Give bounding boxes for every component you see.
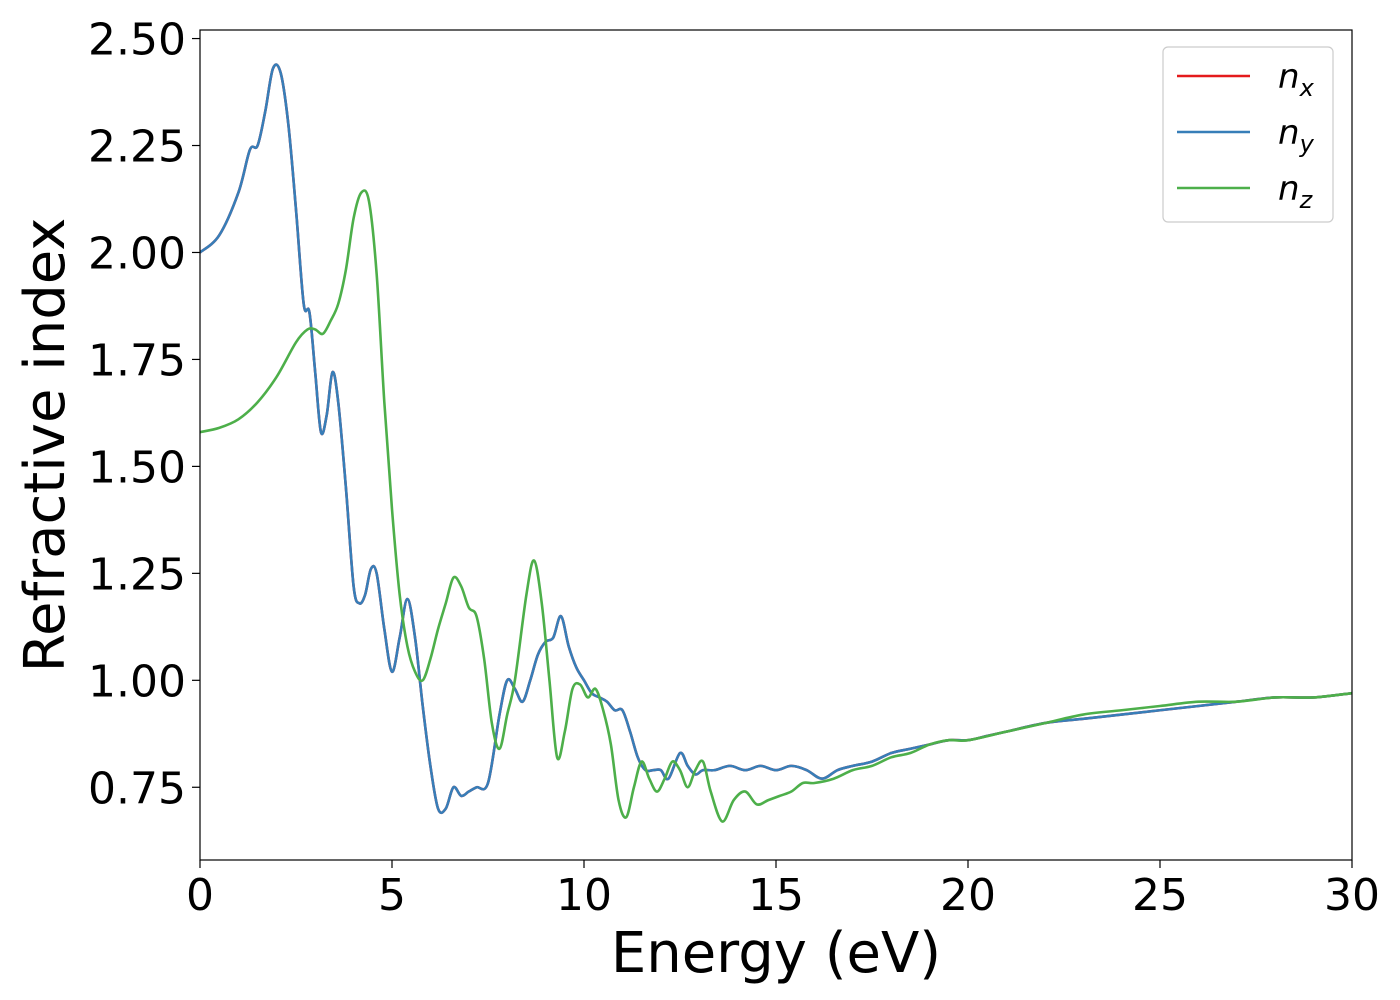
x-tick-label: 5	[378, 870, 406, 921]
y-tick-label: 0.75	[88, 763, 186, 814]
plot-area	[200, 63, 1352, 823]
x-tick-label: 0	[186, 870, 214, 921]
x-tick-label: 30	[1324, 870, 1380, 921]
y-tick-label: 1.25	[88, 549, 186, 600]
legend-label-y: ny	[1278, 113, 1315, 158]
y-tick-label: 1.50	[88, 442, 186, 493]
x-tick-label: 15	[748, 870, 804, 921]
legend: nx ny nz	[1162, 46, 1334, 223]
y-tick-label: 1.75	[88, 335, 186, 386]
x-tick-label: 20	[940, 870, 996, 921]
legend-label-z: nz	[1278, 169, 1314, 214]
y-tick-label: 2.50	[88, 15, 186, 66]
y-tick-label: 2.25	[88, 122, 186, 173]
y-tick-label: 1.00	[88, 656, 186, 707]
y-axis: 0.75 1.00 1.25 1.50 1.75 2.00 2.25 2.50	[88, 15, 200, 814]
series-line-n-z	[200, 189, 1352, 823]
legend-label-x: nx	[1278, 57, 1315, 102]
legend-box	[1162, 46, 1334, 223]
x-axis: 0 5 10 15 20 25 30	[186, 860, 1380, 921]
series-line-n-y	[200, 63, 1352, 815]
y-tick-label: 2.00	[88, 228, 186, 279]
x-tick-label: 25	[1132, 870, 1188, 921]
y-axis-label: Refractive index	[13, 218, 78, 673]
x-axis-label: Energy (eV)	[611, 921, 941, 986]
x-tick-label: 10	[556, 870, 612, 921]
